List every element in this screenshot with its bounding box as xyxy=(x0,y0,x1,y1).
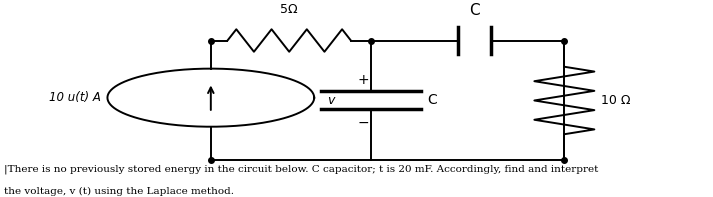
Text: +: + xyxy=(357,73,369,87)
Text: 10 Ω: 10 Ω xyxy=(601,94,630,107)
Text: the voltage, v (t) using the Laplace method.: the voltage, v (t) using the Laplace met… xyxy=(4,187,234,196)
Text: C: C xyxy=(469,3,480,18)
Text: v: v xyxy=(327,94,334,107)
Text: C: C xyxy=(428,94,437,108)
Text: 10 u(t) A: 10 u(t) A xyxy=(49,91,101,104)
Text: |There is no previously stored energy in the circuit below. C capacitor; t is 20: |There is no previously stored energy in… xyxy=(4,164,598,174)
Text: 5Ω: 5Ω xyxy=(280,3,298,16)
Text: −: − xyxy=(357,116,369,130)
